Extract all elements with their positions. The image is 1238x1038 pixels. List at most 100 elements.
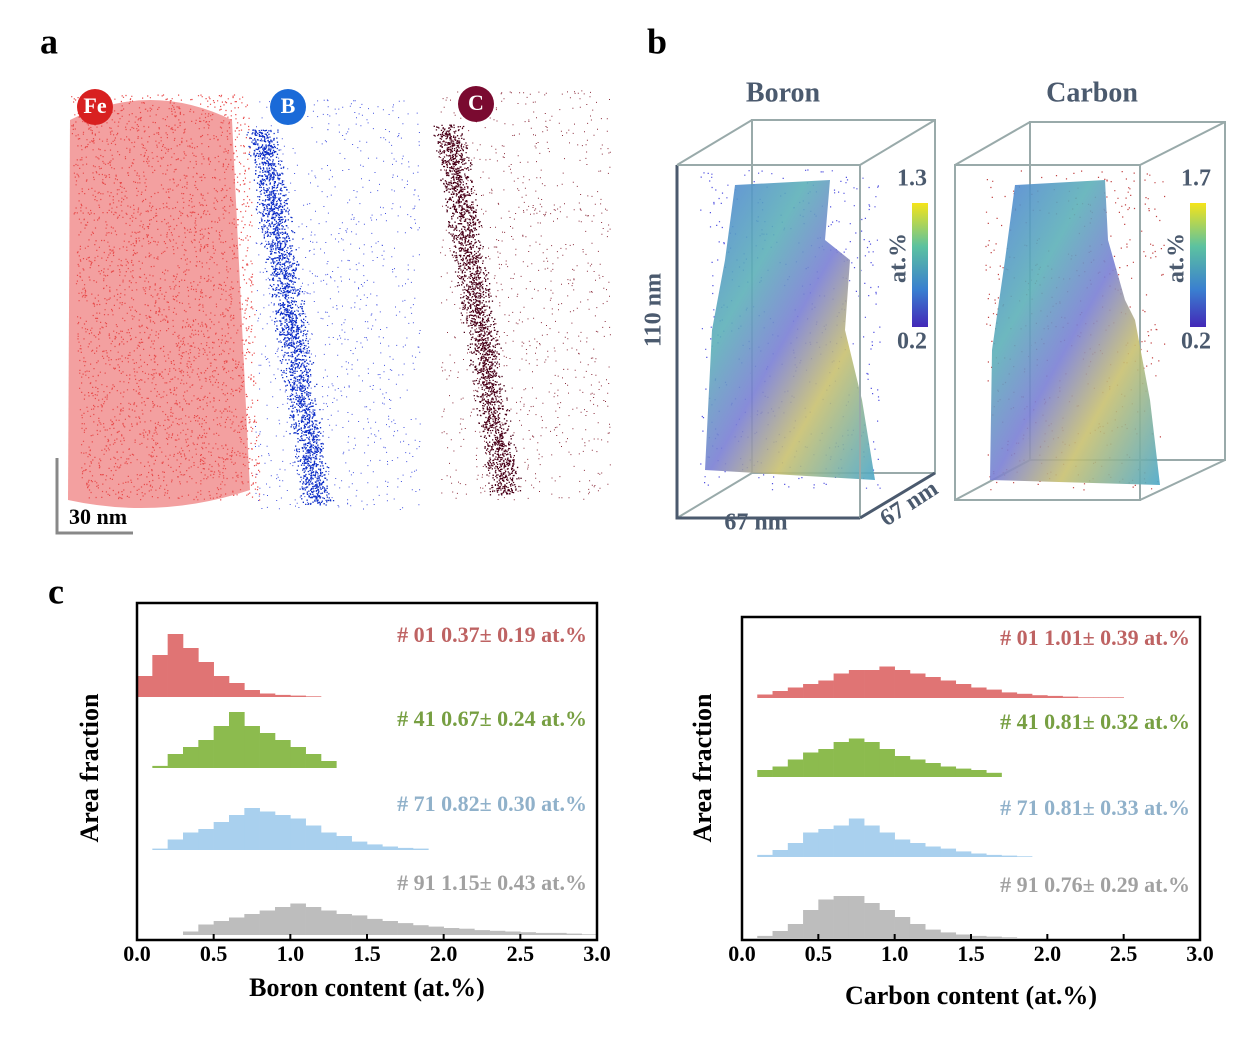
histogram-bar: [1016, 856, 1033, 857]
histogram-bar: [803, 752, 819, 777]
histogram-bar: [382, 921, 398, 935]
histogram-bar: [275, 740, 291, 768]
histogram-bar: [566, 933, 582, 935]
histogram-bar: [833, 673, 850, 698]
histogram-bar: [167, 754, 184, 768]
x-tick-label: 2.0: [430, 941, 458, 966]
histogram-bar: [971, 853, 987, 857]
dimension-label: 110 nm: [641, 273, 667, 347]
x-tick-label: 3.0: [583, 941, 611, 966]
histogram-bar: [848, 670, 865, 698]
histogram-bar: [955, 684, 972, 698]
colorbar: [912, 203, 928, 327]
histogram-bar: [879, 910, 895, 938]
histogram-bar: [986, 772, 1002, 777]
x-tick-label: 0.5: [200, 941, 228, 966]
colorbar-min: 0.2: [897, 329, 927, 355]
colorbar-max: 1.7: [1181, 166, 1211, 192]
histogram-bar: [787, 687, 804, 698]
histogram-bar: [290, 903, 306, 935]
histogram-bar: [833, 742, 850, 777]
histogram-bar: [229, 917, 245, 935]
histogram-bar: [940, 680, 957, 698]
histogram-bar: [1001, 692, 1018, 698]
histogram-bar: [259, 910, 276, 935]
panel-label: a: [40, 21, 58, 61]
x-tick-label: 0.5: [805, 941, 833, 966]
histogram-bar: [864, 742, 880, 777]
histogram-bar: [551, 932, 567, 935]
atom-cloud: [440, 90, 611, 501]
x-tick-label: 2.5: [1110, 941, 1138, 966]
histogram-bar: [787, 759, 804, 777]
composition-map: [990, 180, 1160, 485]
histogram-bar: [213, 822, 230, 850]
histogram-bar: [489, 930, 506, 935]
histogram-bar: [183, 648, 199, 697]
histogram-bar: [757, 694, 773, 698]
histogram-bar: [290, 695, 306, 697]
colorbar: [1190, 203, 1206, 327]
atom-maps: [68, 90, 1166, 510]
dimension-label: 67 nm: [724, 510, 787, 536]
histogram-bar: [803, 684, 819, 698]
histogram-bar: [971, 770, 987, 777]
histogram-bar: [259, 693, 276, 697]
histogram-bar: [535, 932, 552, 935]
element-label: Fe: [83, 93, 106, 118]
colorbar-max: 1.3: [897, 166, 927, 192]
histogram-bar: [986, 689, 1002, 698]
x-tick-label: 1.0: [277, 941, 305, 966]
histogram-bar: [290, 747, 306, 768]
histogram-bar: [336, 836, 352, 850]
histogram-bar: [955, 851, 972, 857]
histogram-bar: [152, 655, 168, 697]
element-badge: [458, 86, 494, 122]
atom-cloud: [71, 94, 261, 501]
x-axis-label: Boron content (at.%): [249, 973, 485, 1002]
histogram-bar: [879, 832, 895, 857]
histogram-bar: [321, 761, 337, 768]
histogram-bar: [894, 756, 911, 777]
histogram-bar: [474, 930, 490, 935]
histogram-bar: [305, 754, 322, 768]
histogram-bar: [428, 926, 444, 935]
histogram-bar: [818, 899, 834, 938]
histogram-bar: [229, 712, 245, 768]
histogram-bar: [244, 726, 260, 768]
histogram-bar: [971, 687, 987, 698]
histogram-bar: [925, 677, 941, 698]
element-label: B: [281, 93, 296, 118]
histogram-bar: [986, 854, 1002, 857]
histogram-bar: [1032, 695, 1048, 698]
histogram-bar: [244, 808, 260, 850]
histogram-bar: [772, 931, 789, 938]
scale-bar-label: 30 nm: [69, 504, 127, 529]
histogram-bar: [925, 929, 941, 938]
colorbar-label: at.%: [886, 233, 912, 283]
atom-cloud: [433, 124, 522, 496]
histogram-bar: [1108, 697, 1124, 698]
x-tick-label: 1.5: [353, 941, 381, 966]
histogram-bar: [787, 843, 804, 857]
histogram-bar: [925, 846, 941, 857]
histogram-bar: [413, 848, 429, 850]
histogram-bar: [275, 907, 291, 935]
element-badge: [77, 89, 113, 125]
histogram-bar: [1093, 697, 1109, 698]
histogram-bar: [275, 815, 291, 850]
x-tick-label: 0.0: [123, 941, 151, 966]
histogram-bar: [1047, 695, 1063, 698]
histogram-bar: [879, 666, 895, 698]
histogram-bar: [183, 832, 199, 850]
histogram-bar: [505, 931, 521, 935]
histogram-bar: [1016, 693, 1033, 698]
histogram-bar: [351, 915, 368, 935]
atom-cloud: [255, 99, 421, 510]
histogram-bar: [955, 934, 972, 938]
histogram-bar: [443, 928, 460, 935]
histogram-bar: [894, 839, 911, 857]
histogram-bar: [772, 850, 789, 857]
histogram-bar: [894, 917, 911, 938]
histogram-bar: [581, 934, 598, 935]
